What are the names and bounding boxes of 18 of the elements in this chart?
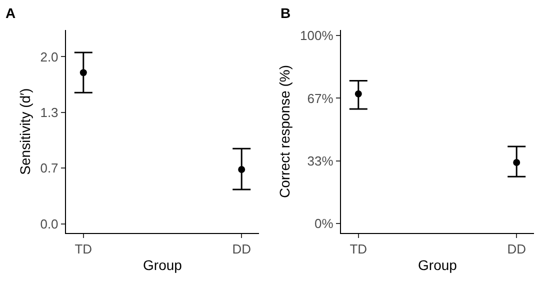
x-tick-label: DD bbox=[232, 242, 251, 257]
x-axis-title: Group bbox=[418, 257, 458, 273]
y-axis-title: Correct response (%) bbox=[276, 64, 293, 198]
y-tick-label: 0.7 bbox=[40, 160, 58, 176]
x-tick-label: TD bbox=[74, 242, 92, 257]
y-tick-label: 100% bbox=[300, 28, 334, 44]
y-tick-label: 0% bbox=[314, 216, 334, 232]
y-tick-label: 1.3 bbox=[40, 105, 58, 120]
x-tick-label: TD bbox=[350, 242, 368, 257]
y-tick-label: 33% bbox=[307, 154, 334, 169]
chart-title: B bbox=[280, 5, 291, 22]
y-tick-label: 67% bbox=[307, 90, 334, 106]
y-tick-label: 0.0 bbox=[40, 216, 58, 232]
chart-title: A bbox=[6, 5, 16, 22]
x-axis-title: Group bbox=[143, 257, 182, 273]
x-tick-label: DD bbox=[507, 242, 526, 257]
y-tick-label: 2.0 bbox=[40, 49, 58, 64]
y-axis-title: Sensitivity (d′) bbox=[16, 88, 33, 175]
